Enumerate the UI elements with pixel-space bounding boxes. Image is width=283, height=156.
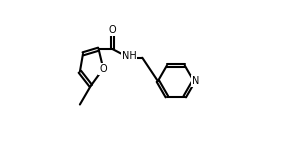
Text: N: N [192,76,199,86]
Text: O: O [99,64,107,74]
Text: O: O [109,25,116,35]
Text: NH: NH [122,51,136,61]
